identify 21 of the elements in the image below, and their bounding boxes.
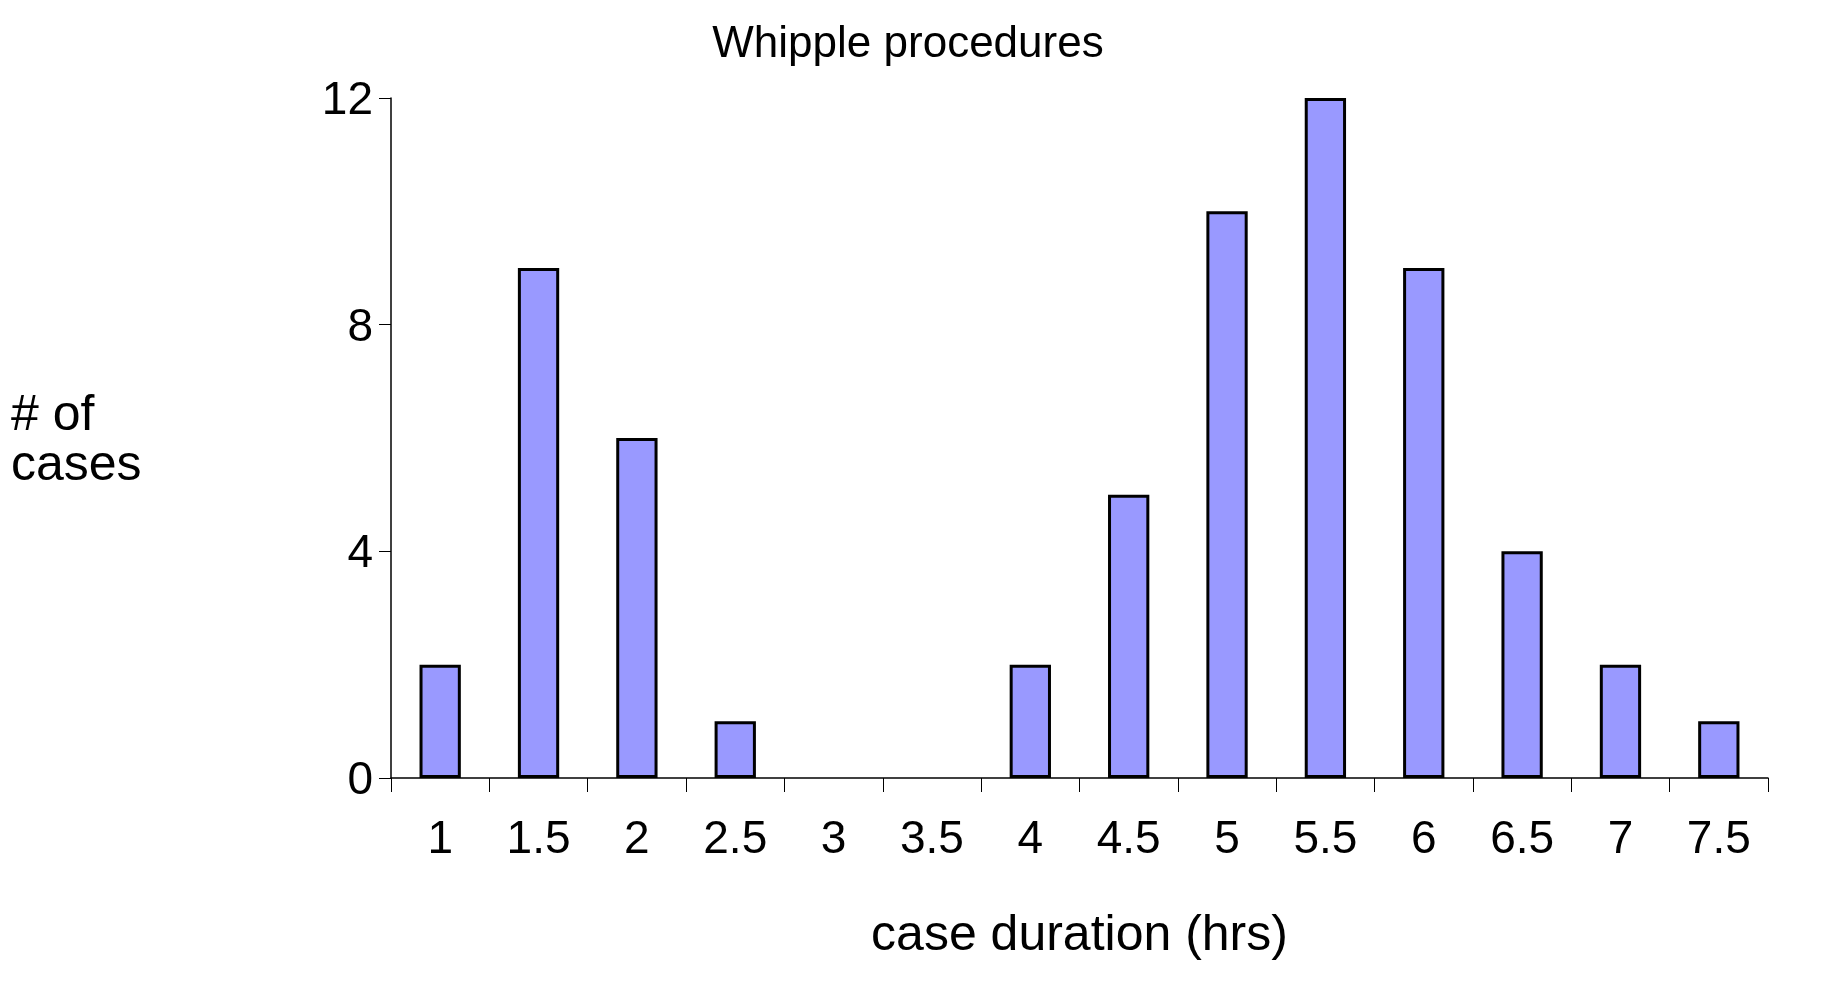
y-tick-label: 8 [347,298,373,351]
x-tick-label: 3 [820,811,847,863]
x-tick-label: 1.5 [506,811,571,863]
x-tick-label: 3.5 [899,811,964,863]
x-tick-label: 7 [1607,811,1634,863]
x-tick-label: 5 [1214,811,1240,863]
x-axis-title: case duration (hrs) [871,905,1288,961]
x-tick-label: 7.5 [1686,811,1751,863]
x-tick-label: 2.5 [703,811,768,863]
x-tick-label: 4.5 [1096,811,1161,863]
y-tick-label: 12 [321,72,373,124]
x-tick-label: 6 [1410,811,1437,863]
y-tick-label: 0 [347,752,373,804]
chart-title: Whipple procedures [712,16,1104,66]
x-tick-label: 1 [427,811,453,863]
y-axis-title: # of cases [11,385,142,491]
y-tick-label: 4 [347,525,373,578]
x-tick-label: 2 [624,811,650,863]
x-tick-label: 5.5 [1293,811,1358,863]
x-tick-label: 4 [1017,811,1044,863]
x-tick-label: 6.5 [1490,811,1555,863]
